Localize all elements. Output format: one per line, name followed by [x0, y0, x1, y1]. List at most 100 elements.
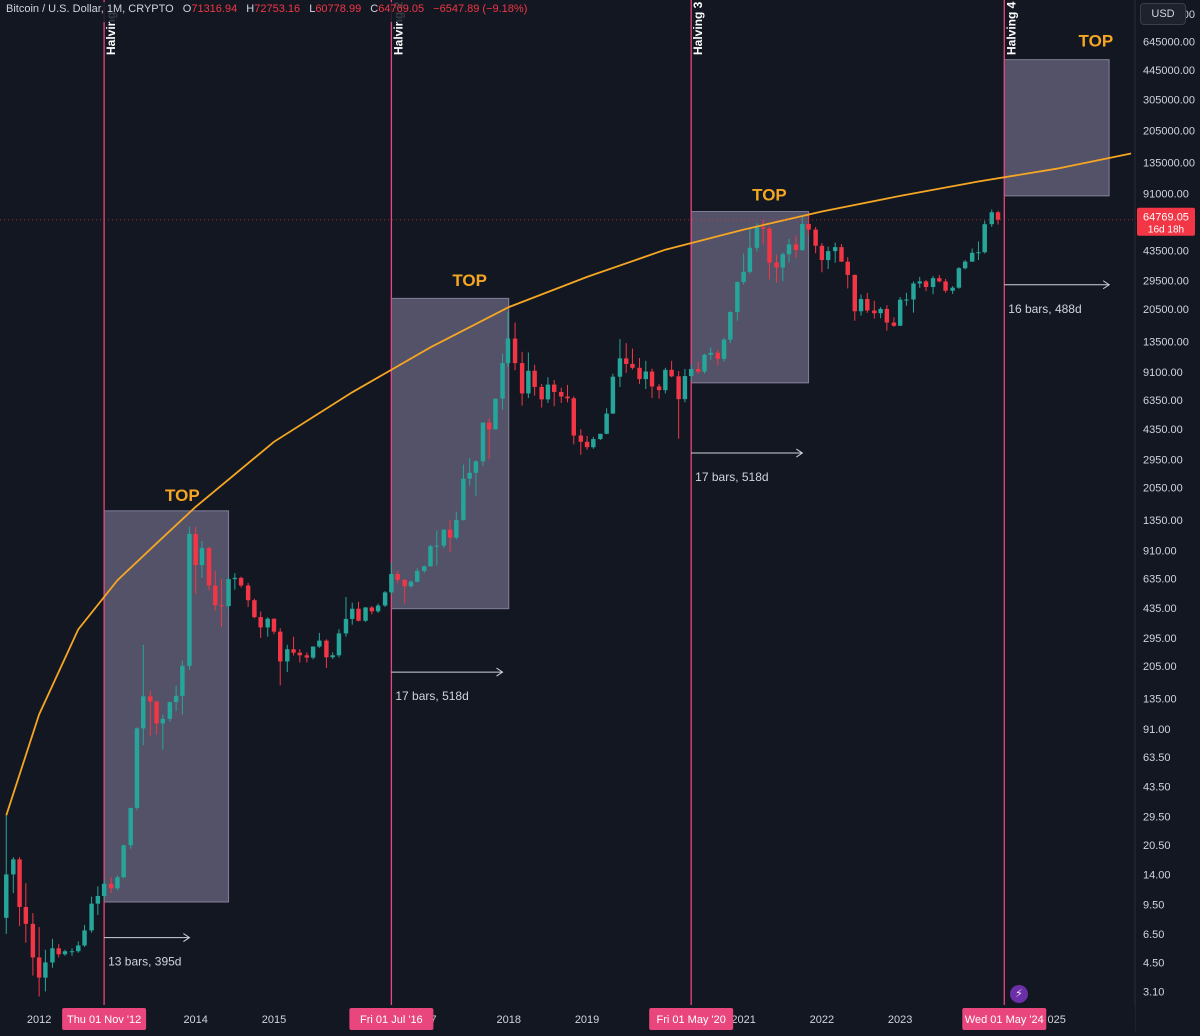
high-value: 72753.16 — [254, 3, 301, 15]
candle-body — [656, 386, 662, 391]
price-axis-panel — [1135, 0, 1200, 1031]
halving-date-pill — [62, 1008, 147, 1030]
candle-body — [43, 962, 48, 978]
candle-body — [741, 271, 746, 283]
candle-body — [36, 957, 42, 978]
y-tick-label: 63.50 — [1143, 752, 1171, 764]
candle-body — [721, 339, 727, 359]
candle-body — [995, 212, 1001, 220]
measure-arrow-icon — [496, 667, 504, 677]
candle-body — [917, 281, 922, 284]
candle-body — [154, 701, 159, 724]
candle-body — [728, 312, 733, 340]
candle-body — [630, 363, 635, 368]
candle-body — [108, 883, 114, 889]
candle-body — [447, 529, 453, 538]
candle-body — [193, 533, 198, 566]
candle-body — [982, 224, 987, 253]
lightning-icon[interactable]: ⚡ — [1010, 985, 1028, 1003]
measure-arrow-icon — [183, 933, 191, 943]
candle-body — [617, 358, 623, 377]
candle-body — [291, 649, 296, 653]
candle-body — [813, 229, 818, 246]
candle-body — [226, 579, 231, 607]
y-tick-label: 2050.00 — [1143, 483, 1183, 495]
candle-body — [943, 281, 948, 291]
candle-body — [911, 283, 916, 300]
halving-date-pill — [962, 1008, 1047, 1030]
y-tick-label: 205.00 — [1143, 661, 1177, 673]
candle-body — [141, 696, 146, 729]
candle-body — [839, 247, 844, 262]
candle-body — [408, 581, 414, 587]
y-tick-label: 910.00 — [1143, 546, 1177, 558]
candle-body — [591, 439, 596, 448]
x-tick-label: 2018 — [497, 1014, 521, 1026]
candle-body — [950, 287, 955, 291]
candle-body — [962, 261, 968, 269]
candle-body — [213, 585, 218, 606]
candle-body — [649, 371, 655, 387]
candle-body — [167, 702, 173, 719]
candle-body — [708, 352, 713, 355]
symbol-title: Bitcoin / U.S. Dollar, 1M, CRYPTO — [6, 3, 174, 15]
y-tick-label: 205000.00 — [1143, 125, 1195, 137]
halving-date-label: Thu 01 Nov '12 — [67, 1014, 141, 1026]
candle-body — [702, 354, 707, 372]
candle-body — [128, 807, 133, 846]
candle-body — [304, 655, 310, 658]
candle-body — [565, 396, 570, 399]
candle-body — [258, 617, 263, 628]
y-tick-label: 29500.00 — [1143, 276, 1189, 288]
candle-body — [76, 945, 81, 952]
top-zone-box — [1003, 59, 1110, 197]
last-price-countdown: 16d 18h — [1148, 225, 1184, 236]
candle-body — [173, 695, 179, 703]
candle-body — [610, 376, 616, 414]
y-tick-label: 91000.00 — [1143, 188, 1189, 200]
candle-body — [330, 655, 335, 658]
candle-body — [688, 369, 694, 377]
candle-body — [343, 618, 349, 634]
candle-body — [467, 472, 472, 479]
candle-body — [50, 948, 55, 963]
y-tick-label: 1350.00 — [1143, 515, 1183, 527]
candle-body — [382, 592, 388, 606]
candle-body — [571, 398, 576, 436]
top-zone-box — [390, 297, 510, 610]
y-tick-label: 2950.00 — [1143, 454, 1183, 466]
candle-body — [526, 370, 531, 394]
candle-body — [487, 422, 492, 430]
y-tick-label: 135.00 — [1143, 694, 1177, 706]
candle-body — [428, 546, 433, 567]
candle-body — [551, 384, 557, 392]
candle-body — [62, 951, 68, 955]
measure-label: 16 bars, 488d — [1008, 302, 1081, 316]
candle-body — [363, 607, 368, 621]
y-tick-label: 20500.00 — [1143, 304, 1189, 316]
y-tick-label: 3.10 — [1143, 986, 1164, 998]
y-tick-label: 9100.00 — [1143, 367, 1183, 379]
y-tick-label: 9.50 — [1143, 899, 1164, 911]
halving-label: Halving 3 — [691, 1, 705, 55]
candle-body — [199, 548, 205, 566]
candle-body — [389, 573, 394, 593]
candle-body — [82, 930, 87, 946]
y-tick-label: 6350.00 — [1143, 395, 1183, 407]
halving-label: Halving 4 — [1004, 1, 1018, 55]
candle-body — [317, 640, 322, 647]
last-price-tag — [1137, 207, 1195, 236]
top-label: TOP — [752, 185, 787, 204]
candle-body — [148, 696, 153, 702]
x-tick-label: 2022 — [810, 1014, 834, 1026]
y-tick-label: 43.50 — [1143, 781, 1171, 793]
currency-button[interactable]: USD — [1140, 3, 1186, 25]
candle-body — [793, 244, 799, 251]
candle-body — [806, 223, 811, 230]
y-tick-label: 91.00 — [1143, 724, 1171, 736]
candle-body — [395, 573, 400, 580]
candle-body — [539, 386, 544, 400]
candle-body — [402, 579, 407, 587]
